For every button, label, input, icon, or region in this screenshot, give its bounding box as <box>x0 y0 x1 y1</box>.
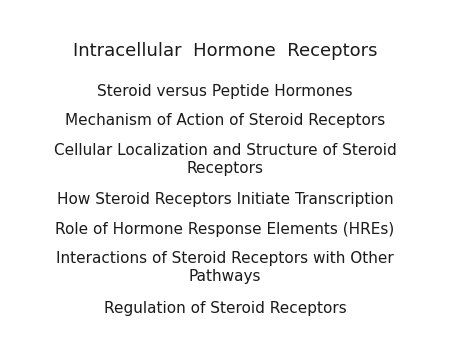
Text: Regulation of Steroid Receptors: Regulation of Steroid Receptors <box>104 301 346 316</box>
Text: Interactions of Steroid Receptors with Other
Pathways: Interactions of Steroid Receptors with O… <box>56 252 394 285</box>
Text: Steroid versus Peptide Hormones: Steroid versus Peptide Hormones <box>97 84 353 99</box>
Text: Role of Hormone Response Elements (HREs): Role of Hormone Response Elements (HREs) <box>55 222 395 237</box>
Text: Cellular Localization and Structure of Steroid
Receptors: Cellular Localization and Structure of S… <box>54 143 396 176</box>
Text: Intracellular  Hormone  Receptors: Intracellular Hormone Receptors <box>73 42 377 60</box>
Text: How Steroid Receptors Initiate Transcription: How Steroid Receptors Initiate Transcrip… <box>57 192 393 207</box>
Text: Mechanism of Action of Steroid Receptors: Mechanism of Action of Steroid Receptors <box>65 113 385 128</box>
